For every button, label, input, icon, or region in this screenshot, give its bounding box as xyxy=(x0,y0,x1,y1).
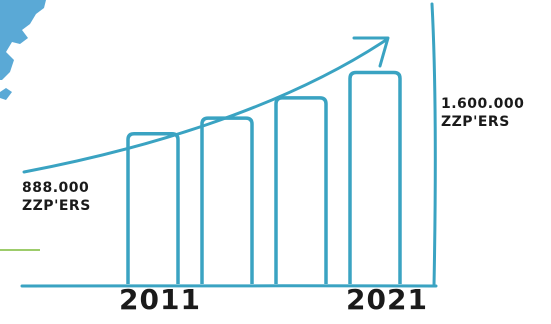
trend-arrow-line xyxy=(22,38,388,174)
bars-group xyxy=(126,70,402,284)
bar-3 xyxy=(274,96,328,284)
end-unit: ZZP'ERS xyxy=(441,113,510,130)
bar-4 xyxy=(348,70,402,284)
end-value: 1.600.000 xyxy=(441,96,525,112)
end-value-annotation: 1.600.000 ZZP'ERS xyxy=(441,96,551,131)
start-unit: ZZP'ERS xyxy=(22,197,91,214)
start-value: 888.000 xyxy=(22,180,90,196)
x-axis-line xyxy=(20,284,438,288)
x-tick-label-last: 2021 xyxy=(346,283,428,316)
x-tick-label-first: 2011 xyxy=(119,283,201,316)
bar-2 xyxy=(200,116,254,284)
start-value-annotation: 888.000 ZZP'ERS xyxy=(22,180,117,215)
y-axis-line xyxy=(430,2,437,288)
trend-arrowhead xyxy=(352,36,390,68)
bar-1 xyxy=(126,131,180,284)
map-fragment xyxy=(0,0,46,100)
